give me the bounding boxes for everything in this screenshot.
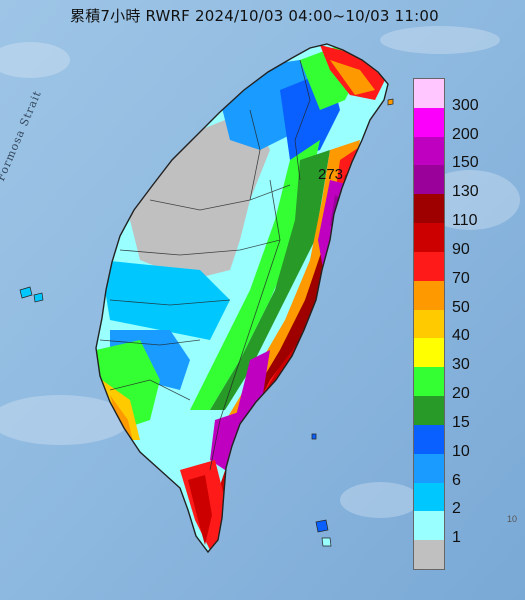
- max-value-label: 273: [318, 166, 344, 183]
- legend-tick-label: 20: [452, 385, 470, 403]
- legend-tick-label: 6: [452, 471, 461, 489]
- legend-tick-label: 150: [452, 154, 479, 172]
- legend-swatch: [414, 424, 444, 455]
- island-outline: [95, 43, 389, 554]
- legend-swatch: [414, 194, 444, 224]
- legend-tick-label: 2: [452, 500, 461, 518]
- legend-swatch: [414, 338, 444, 368]
- legend-tick-label: 50: [452, 298, 470, 316]
- legend-tick-label: 40: [452, 327, 470, 345]
- legend-swatch: [414, 396, 444, 426]
- legend-tick-label: 130: [452, 183, 479, 201]
- legend-tick-label: 30: [452, 356, 470, 374]
- corner-label: 10: [507, 514, 518, 524]
- legend-tick-label: 10: [452, 442, 470, 460]
- legend-swatch: [414, 511, 444, 541]
- legend-tick-label: 1: [452, 529, 461, 547]
- legend-swatch: [414, 165, 444, 195]
- legend-swatch: [414, 367, 444, 397]
- legend-swatch: [414, 79, 444, 109]
- legend-swatch: [414, 107, 444, 138]
- legend-swatch: [414, 280, 444, 311]
- map-title: 累積7小時 RWRF 2024/10/03 04:00~10/03 11:00: [70, 7, 439, 25]
- legend-swatch: [414, 251, 444, 282]
- cloud-texture: [0, 26, 520, 518]
- legend-tick-label: 110: [452, 212, 478, 230]
- legend-tick-label: 300: [452, 96, 479, 114]
- legend-tick-label: 70: [452, 269, 470, 287]
- county-borders: [99, 59, 311, 471]
- legend-swatch: [414, 223, 444, 253]
- legend-swatch: [414, 309, 444, 339]
- outlying-islands: [19, 98, 394, 547]
- legend-tick-label: 15: [452, 413, 470, 431]
- legend-tick-label: 90: [452, 240, 470, 258]
- color-legend: [413, 78, 445, 570]
- legend-swatch: [414, 540, 444, 570]
- legend-swatch: [414, 453, 444, 484]
- legend-tick-label: 200: [452, 125, 479, 143]
- legend-swatch: [414, 136, 444, 166]
- legend-swatch: [414, 482, 444, 512]
